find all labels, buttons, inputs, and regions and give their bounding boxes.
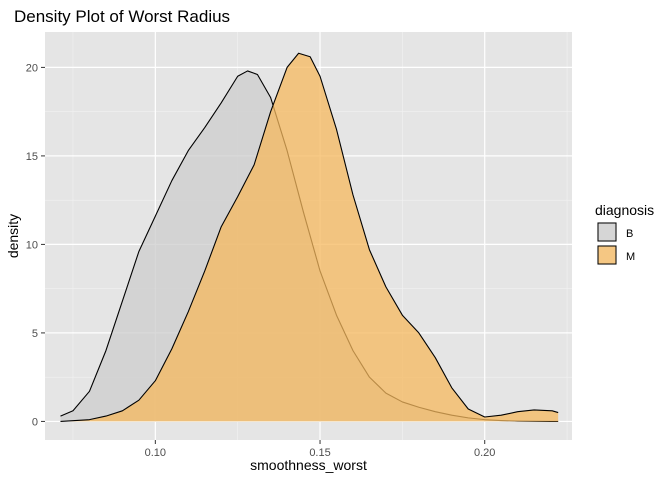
y-tick-label: 0 [32, 416, 38, 428]
y-tick-label: 5 [32, 328, 38, 340]
legend-label-b: B [626, 228, 633, 240]
y-axis-title: density [5, 214, 21, 258]
legend-key-b [597, 222, 617, 242]
series-layer [60, 52, 559, 422]
y-tick-label: 20 [26, 62, 38, 74]
legend: diagnosis BM [595, 202, 654, 265]
x-tick-label: 0.10 [145, 447, 166, 459]
x-tick-label: 0.15 [309, 447, 330, 459]
density-area-m [60, 53, 559, 422]
density-line-m [60, 52, 559, 422]
x-axis: 0.10 0.15 0.20 [145, 440, 495, 459]
x-axis-title: smoothness_worst [250, 457, 367, 473]
legend-label-m: M [626, 251, 635, 263]
y-tick-label: 10 [26, 239, 38, 251]
chart-title: Density Plot of Worst Radius [14, 7, 230, 26]
legend-items: BM [597, 222, 635, 265]
legend-key-m [597, 245, 617, 265]
x-tick-label: 0.20 [474, 447, 495, 459]
y-axis: 0 5 10 15 20 [26, 62, 45, 428]
legend-title: diagnosis [595, 202, 654, 218]
y-tick-label: 15 [26, 151, 38, 163]
